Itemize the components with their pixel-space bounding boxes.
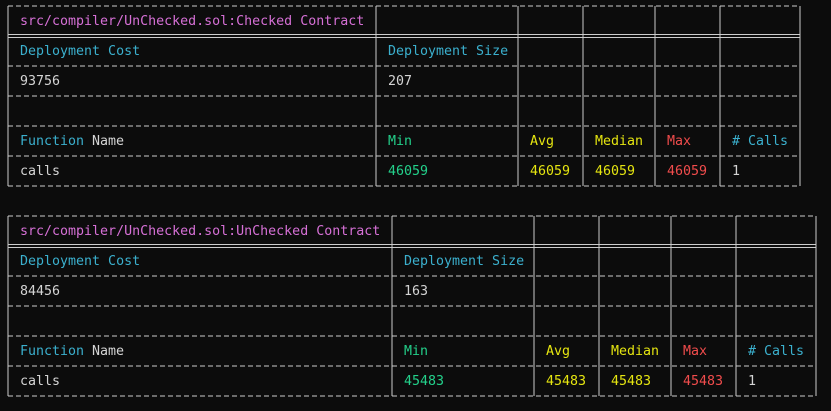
stat-header: # Calls [732,134,788,149]
deployment-header: Deployment Cost [20,44,140,59]
stat-header: # Calls [748,344,804,359]
stat-value: 46059 [667,164,707,179]
stat-value: 45483 [683,374,723,389]
function-header: Function [20,134,84,149]
stat-header: Median [595,134,643,149]
stat-header: Max [683,344,707,359]
stat-value: 46059 [388,164,428,179]
stat-value: 45483 [546,374,586,389]
stat-value: 1 [748,374,756,389]
stat-value: 45483 [611,374,651,389]
function-name: calls [20,164,60,179]
function-header: Function [20,344,84,359]
deployment-value: 163 [404,284,428,299]
deployment-value: 207 [388,74,412,89]
stat-header: Max [667,134,691,149]
function-header: Name [92,344,124,359]
deployment-header: Deployment Size [388,44,508,59]
table-title: src/compiler/UnChecked.sol:Checked Contr… [20,14,364,29]
stat-header: Min [388,134,412,149]
function-name: calls [20,374,60,389]
deployment-value: 93756 [20,74,60,89]
stat-header: Avg [546,344,570,359]
deployment-header: Deployment Size [404,254,524,269]
stat-header: Min [404,344,428,359]
deployment-header: Deployment Cost [20,254,140,269]
function-header: Name [92,134,124,149]
deployment-value: 84456 [20,284,60,299]
stat-value: 45483 [404,374,444,389]
stat-value: 46059 [530,164,570,179]
table-title: src/compiler/UnChecked.sol:UnChecked Con… [20,224,380,239]
stat-value: 1 [732,164,740,179]
stat-header: Avg [530,134,554,149]
stat-value: 46059 [595,164,635,179]
stat-header: Median [611,344,659,359]
